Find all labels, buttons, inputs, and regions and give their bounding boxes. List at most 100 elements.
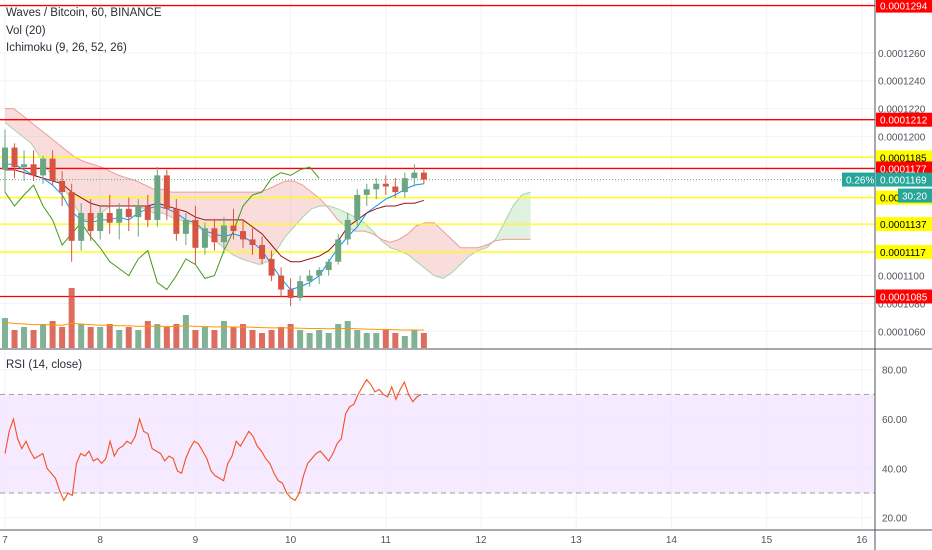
candle-body[interactable] — [125, 208, 132, 218]
candle-body[interactable] — [135, 206, 142, 218]
candle-body[interactable] — [106, 212, 113, 223]
candle-body[interactable] — [411, 172, 418, 179]
time-tick-label: 14 — [666, 535, 678, 546]
price-tick-label: 0.0001060 — [878, 327, 926, 338]
candle-body[interactable] — [401, 178, 408, 193]
cloud-segment — [442, 231, 452, 279]
candle-body[interactable] — [21, 164, 28, 168]
rsi-legend[interactable]: RSI (14, close) — [6, 359, 83, 371]
price-badge[interactable] — [876, 150, 932, 165]
candle-body[interactable] — [78, 212, 85, 241]
volume-bar — [11, 330, 18, 348]
candle-body[interactable] — [40, 158, 47, 176]
candle-body[interactable] — [249, 239, 256, 245]
price-badge[interactable] — [876, 172, 932, 187]
candle-body[interactable] — [220, 225, 227, 243]
candle-body[interactable] — [87, 212, 94, 232]
horizontal-levels — [0, 4, 875, 298]
time-tick-label: 15 — [761, 535, 773, 546]
candle-body[interactable] — [344, 219, 351, 240]
candle-body[interactable] — [59, 180, 66, 193]
price-tick-label: 0.0001220 — [878, 105, 926, 116]
volume-bar — [192, 330, 199, 348]
ichimoku-legend[interactable]: Ichimoku (9, 26, 52, 26) — [6, 42, 127, 54]
rsi-band — [0, 394, 875, 494]
candle-body[interactable] — [259, 244, 266, 259]
cloud-segment — [337, 208, 347, 227]
volume-bar — [59, 327, 66, 348]
candle-body[interactable] — [68, 192, 75, 241]
candle-body[interactable] — [173, 208, 180, 234]
candle-body[interactable] — [335, 239, 342, 262]
cloud-segment — [127, 178, 137, 207]
price-badge[interactable] — [876, 244, 932, 259]
candle-body[interactable] — [97, 212, 104, 232]
candle-body[interactable] — [2, 147, 8, 170]
price-badge[interactable] — [876, 161, 932, 176]
candle-body[interactable] — [211, 228, 218, 243]
cloud-segment — [285, 180, 295, 237]
volume-bar — [249, 330, 256, 348]
candle-body[interactable] — [306, 275, 313, 282]
candle-body[interactable] — [116, 208, 123, 223]
volume-bar — [21, 327, 28, 348]
rsi-tick-label: 40.00 — [882, 464, 907, 475]
volume-bar — [182, 315, 189, 348]
candle-body[interactable] — [297, 281, 304, 298]
time-tick-label: 12 — [475, 535, 487, 546]
volume-bar — [230, 327, 237, 348]
candle-body[interactable] — [316, 270, 323, 276]
candle-body[interactable] — [373, 183, 380, 190]
candle-body[interactable] — [144, 206, 151, 220]
cloud-segment — [101, 167, 111, 213]
volume-bar — [268, 330, 275, 348]
candle-body[interactable] — [49, 158, 56, 181]
candle-body[interactable] — [325, 261, 332, 271]
candle-body[interactable] — [392, 186, 399, 193]
candle-body[interactable] — [382, 183, 389, 187]
cloud-segment — [118, 175, 128, 207]
volume-ma-line — [4, 322, 424, 331]
cloud-segment — [294, 180, 303, 227]
volume-bars — [2, 288, 427, 348]
cloud-segment — [451, 239, 461, 273]
price-badge-label: 0.0001169 — [880, 176, 927, 187]
candle-body[interactable] — [268, 258, 275, 276]
symbol-legend[interactable]: Waves / Bitcoin, 60, BINANCE — [6, 7, 162, 19]
cloud-segment — [512, 194, 522, 240]
candle-body[interactable] — [11, 147, 18, 168]
candle-body[interactable] — [163, 175, 170, 209]
cloud-segment — [416, 222, 426, 269]
candle-body[interactable] — [182, 219, 189, 234]
candle-body[interactable] — [192, 219, 199, 248]
candle-body[interactable] — [287, 289, 294, 298]
candle-body[interactable] — [240, 231, 246, 240]
volume-bar — [373, 333, 380, 348]
price-badge[interactable] — [876, 217, 932, 232]
candle-body[interactable] — [154, 175, 161, 220]
volume-bar — [297, 330, 304, 348]
candle-body[interactable] — [30, 164, 37, 176]
volume-bar — [68, 288, 75, 348]
cloud-segment — [13, 108, 23, 137]
cloud-segment — [22, 115, 32, 144]
volume-bar — [135, 330, 142, 348]
price-badge[interactable] — [876, 112, 932, 127]
candle-body[interactable] — [363, 189, 370, 195]
cloud-segment — [83, 161, 93, 220]
volume-bar — [49, 321, 56, 348]
price-tick-label: 0.0001240 — [878, 77, 926, 88]
candle-body[interactable] — [201, 228, 208, 248]
change-badge-label: 0.26% — [846, 176, 874, 187]
volume-bar — [287, 324, 294, 348]
price-badge[interactable] — [876, 289, 932, 304]
candle-body[interactable] — [230, 225, 237, 232]
candle-body[interactable] — [278, 275, 285, 290]
volume-legend[interactable]: Vol (20) — [6, 25, 46, 37]
candle-body[interactable] — [354, 194, 361, 220]
candle-body[interactable] — [420, 172, 427, 180]
price-badge[interactable] — [876, 0, 932, 13]
countdown-badge — [898, 188, 932, 203]
time-tick-label: 9 — [193, 535, 199, 546]
